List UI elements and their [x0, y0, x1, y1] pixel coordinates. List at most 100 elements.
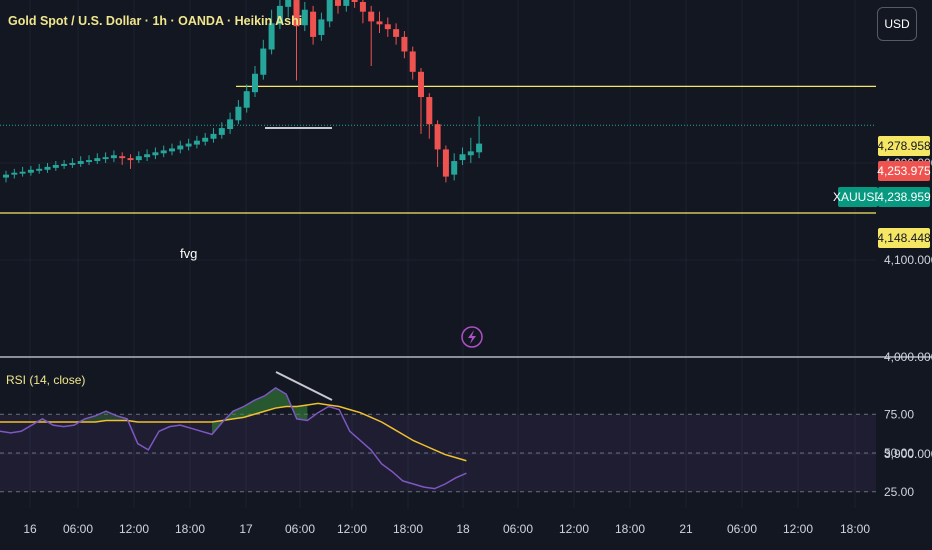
candle	[144, 149, 151, 162]
time-tick-label: 18:00	[615, 522, 645, 536]
candle	[252, 66, 258, 98]
candle	[335, 0, 341, 14]
candle	[393, 23, 400, 45]
candle-body	[86, 160, 92, 163]
rsi-tick-label: 75.00	[884, 407, 914, 421]
candle	[359, 0, 366, 24]
candle	[135, 151, 142, 163]
candle	[442, 145, 449, 183]
candle-body	[343, 0, 350, 6]
candle-body	[36, 168, 43, 171]
badge-last-price-text: 4,238.959	[877, 190, 931, 204]
candle-body	[268, 23, 275, 50]
candle-body	[19, 171, 26, 174]
candle	[301, 1, 308, 32]
rsi-label[interactable]: RSI (14, close)	[6, 373, 86, 387]
badge-symbol-bg	[838, 187, 878, 207]
candle	[110, 150, 117, 163]
candle	[426, 93, 433, 139]
time-tick-label: 18:00	[393, 522, 423, 536]
candle-body	[227, 119, 234, 130]
grid-lines	[0, 0, 932, 508]
candle-body	[152, 152, 159, 156]
candle-body	[393, 29, 400, 37]
candle	[44, 163, 51, 173]
candle	[86, 155, 92, 165]
candle-body	[144, 154, 151, 158]
candle-body	[260, 48, 267, 75]
candle	[451, 153, 458, 181]
badge-last-price-bg	[878, 187, 930, 207]
time-tick-label: 06:00	[285, 522, 315, 536]
candle	[260, 39, 267, 80]
candle-body	[27, 169, 34, 173]
candle	[268, 9, 275, 55]
candle-body	[476, 143, 483, 153]
candle	[285, 0, 292, 18]
candle-body	[418, 71, 424, 98]
lightning-icon-ring	[461, 326, 483, 348]
candle-body	[301, 9, 308, 26]
candle-body	[193, 140, 200, 145]
rsi-panel	[0, 371, 876, 493]
candle-body	[185, 143, 192, 147]
chart-title: Gold Spot / U.S. Dollar · 1h · OANDA · H…	[8, 14, 303, 28]
candle	[434, 120, 441, 167]
currency-button[interactable]: USD	[877, 7, 917, 41]
badge-last-price: 4,238.959	[877, 187, 931, 207]
candle-body	[442, 149, 449, 177]
candle	[77, 156, 84, 167]
lightning-icon[interactable]	[461, 326, 483, 348]
candle	[69, 158, 76, 168]
candle	[193, 135, 200, 149]
rsi-divergence-line	[275, 371, 333, 401]
badge-level-upper: 4,278.958	[877, 136, 931, 156]
badge-level-upper-text: 4,278.958	[877, 139, 931, 153]
candle-body	[376, 21, 383, 25]
badge-level-lower-bg	[878, 228, 930, 248]
candle	[459, 147, 466, 165]
candle	[61, 160, 68, 169]
candle	[243, 84, 250, 113]
candle-body	[409, 51, 416, 72]
candles	[3, 0, 483, 348]
candle-body	[384, 24, 391, 30]
candle	[210, 128, 217, 143]
badge-symbol: XAUUSD	[833, 187, 883, 207]
candle-body	[310, 11, 317, 37]
badge-level-red-bg	[878, 161, 930, 181]
rsi-tick-label: 50.00	[884, 446, 914, 460]
candle-body	[52, 164, 59, 168]
candle	[401, 31, 408, 59]
badge-level-lower-text: 4,148.448	[877, 231, 931, 245]
time-tick-label: 06:00	[63, 522, 93, 536]
candle	[276, 0, 283, 30]
candle-body	[326, 0, 333, 22]
axes: 4,500.0004,400.0004,200.0004,100.0004,00…	[23, 156, 932, 536]
candle-body	[368, 11, 375, 22]
time-tick-label: 06:00	[727, 522, 757, 536]
rsi-ma-line	[0, 402, 467, 462]
candle	[409, 46, 416, 80]
candle	[343, 0, 350, 12]
candle	[418, 67, 424, 134]
time-tick-label: 18:00	[840, 522, 870, 536]
horizontal-levels: fvg	[0, 85, 876, 261]
time-tick-label: 06:00	[503, 522, 533, 536]
candle-body	[401, 36, 408, 52]
candle-body	[359, 1, 366, 12]
candle	[169, 143, 175, 156]
candle-body	[177, 145, 184, 150]
candle-body	[434, 124, 441, 150]
candle-body	[77, 161, 84, 164]
candle	[227, 112, 234, 134]
fvg-annotation: fvg	[180, 246, 197, 261]
time-tick-label: 12:00	[559, 522, 589, 536]
candle	[476, 116, 483, 159]
candle-body	[210, 133, 217, 139]
candle-body	[426, 97, 433, 125]
candle-body	[102, 157, 109, 160]
candle	[19, 166, 26, 177]
candle-body	[351, 0, 358, 2]
